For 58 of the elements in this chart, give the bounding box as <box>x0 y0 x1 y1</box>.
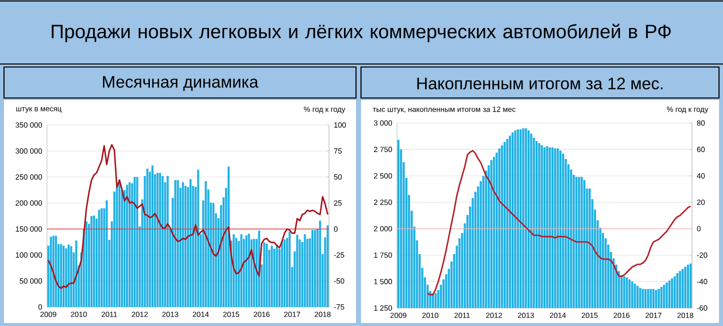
bar <box>174 180 176 307</box>
bar <box>184 186 186 307</box>
bar <box>288 232 291 307</box>
bar <box>232 234 235 307</box>
bar <box>326 225 329 307</box>
bar <box>70 246 72 307</box>
bar <box>248 234 250 307</box>
bar <box>68 244 70 307</box>
bar <box>54 236 57 307</box>
bar <box>266 244 268 307</box>
bar <box>197 170 200 307</box>
bar <box>65 248 68 307</box>
bar <box>212 203 214 307</box>
bar <box>284 239 286 307</box>
bar <box>75 240 78 307</box>
bar <box>134 177 136 307</box>
bar <box>319 220 322 307</box>
bar <box>276 244 278 307</box>
bar <box>235 238 238 307</box>
bar <box>60 244 62 307</box>
bar <box>118 180 120 307</box>
bar <box>228 166 230 307</box>
bar <box>50 236 52 307</box>
bar <box>273 248 276 307</box>
bar <box>204 181 207 307</box>
bar <box>296 234 298 307</box>
bar <box>245 235 248 307</box>
bar <box>162 176 164 307</box>
chart-subtitle: Месячная динамика <box>103 76 258 91</box>
bar <box>136 177 138 307</box>
bar <box>62 246 65 307</box>
chart-title: Продажи новых легковых и лёгких коммерческих автомобилей в РФ <box>52 24 671 42</box>
bar <box>304 234 306 307</box>
bar <box>100 208 103 307</box>
chart-title: Накопленным итогом за 12 мес. <box>417 78 663 90</box>
bar <box>126 184 128 307</box>
bar <box>314 230 316 307</box>
bar <box>270 246 273 307</box>
bar <box>113 192 116 307</box>
bar <box>182 182 184 307</box>
bar <box>146 168 148 307</box>
bar <box>190 179 192 307</box>
bar <box>176 180 179 307</box>
bar <box>156 172 159 307</box>
bar <box>85 221 88 307</box>
bar <box>93 215 96 307</box>
bar <box>98 210 100 307</box>
bar <box>128 182 131 307</box>
bar <box>311 230 314 307</box>
bar <box>240 234 242 307</box>
bar <box>159 172 162 307</box>
bar <box>263 242 266 307</box>
bar <box>90 216 93 307</box>
bar <box>151 166 154 307</box>
bar <box>280 240 283 307</box>
bar <box>52 236 54 307</box>
bar <box>166 176 169 307</box>
bar <box>106 200 108 307</box>
